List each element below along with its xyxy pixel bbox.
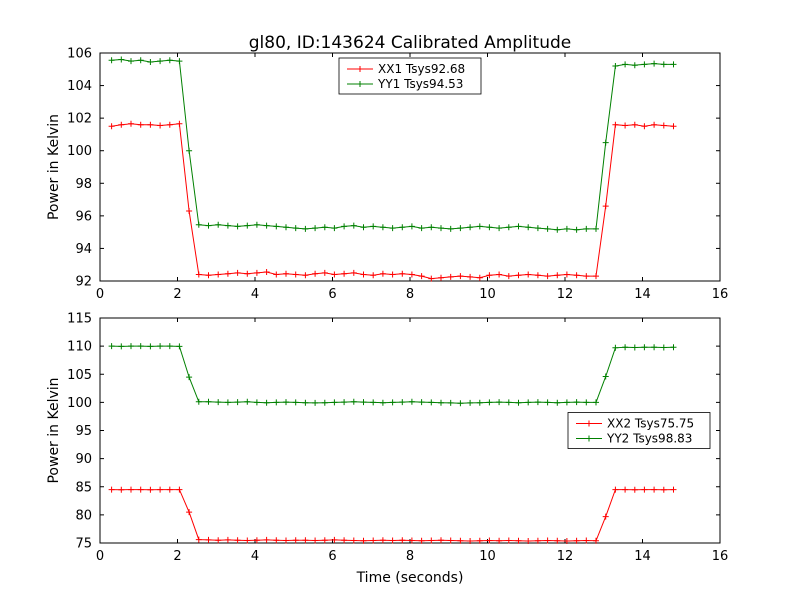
x-tick-label: 16: [712, 549, 729, 564]
x-tick-label: 14: [634, 549, 651, 564]
y-tick-label: 92: [75, 275, 92, 290]
legend-label: YY1 Tsys94.53: [377, 77, 463, 91]
x-tick-label: 14: [634, 287, 651, 302]
series-line: [111, 345, 674, 404]
y-tick-label: 100: [67, 144, 92, 159]
series-markers: [108, 120, 677, 282]
x-axis-label: Time (seconds): [356, 570, 464, 586]
y-tick-label: 94: [75, 242, 92, 257]
legend-marker-sample: [357, 66, 363, 72]
legend-box: [338, 57, 482, 95]
x-tick-label: 0: [96, 549, 104, 564]
y-tick-label: 85: [75, 480, 92, 495]
y-tick-label: 98: [75, 177, 92, 192]
y-tick-label: 100: [67, 396, 92, 411]
x-tick-label: 2: [173, 549, 181, 564]
figure-title: gl80, ID:143624 Calibrated Amplitude: [248, 33, 572, 53]
y-axis-label: Power in Kelvin: [46, 377, 62, 483]
legend-marker-sample: [586, 420, 592, 427]
series-markers: [108, 486, 677, 544]
x-tick-label: 2: [173, 287, 181, 302]
subplot-1: 0 2 4 6 8 10 12 14 16 92 94 96 98 100 102 104 106 Power i…: [46, 47, 728, 303]
legend-marker-sample: [357, 81, 363, 87]
y-tick-label: 105: [67, 368, 92, 383]
legend-label: XX2 Tsys75.75: [607, 417, 694, 431]
x-tick-label: 6: [328, 287, 336, 302]
y-tick-label: 96: [75, 209, 92, 224]
series-line: [111, 489, 674, 542]
legend-box: [567, 412, 711, 449]
x-tick-label: 0: [96, 287, 104, 302]
legend-marker-sample: [586, 435, 592, 442]
y-tick-label: 90: [75, 452, 92, 467]
y-tick-label: 115: [67, 312, 92, 327]
legend-label: XX1 Tsys92.68: [378, 62, 465, 76]
y-tick-label: 104: [67, 79, 92, 94]
series-markers: [108, 343, 677, 407]
y-tick-label: 110: [67, 340, 92, 355]
x-tick-label: 12: [557, 549, 574, 564]
y-tick-label: 80: [75, 508, 92, 523]
subplot-2: 0 2 4 6 8 10 12 14 16 75 80 85 90 95 100 105 110 115 Power…: [46, 312, 728, 587]
x-tick-label: 16: [712, 287, 729, 302]
x-tick-label: 10: [479, 549, 496, 564]
x-tick-label: 4: [251, 287, 259, 302]
y-tick-label: 102: [67, 112, 92, 127]
x-tick-label: 10: [479, 287, 496, 302]
y-tick-label: 75: [75, 537, 92, 552]
x-tick-label: 8: [406, 287, 414, 302]
y-axis-label: Power in Kelvin: [46, 114, 62, 220]
legend-label: YY2 Tsys98.83: [606, 432, 692, 446]
series-markers: [108, 56, 677, 233]
x-tick-label: 8: [406, 549, 414, 564]
x-tick-label: 4: [251, 549, 259, 564]
x-tick-label: 6: [328, 549, 336, 564]
y-tick-label: 106: [67, 47, 92, 62]
y-tick-label: 95: [75, 424, 92, 439]
x-tick-label: 12: [557, 287, 574, 302]
